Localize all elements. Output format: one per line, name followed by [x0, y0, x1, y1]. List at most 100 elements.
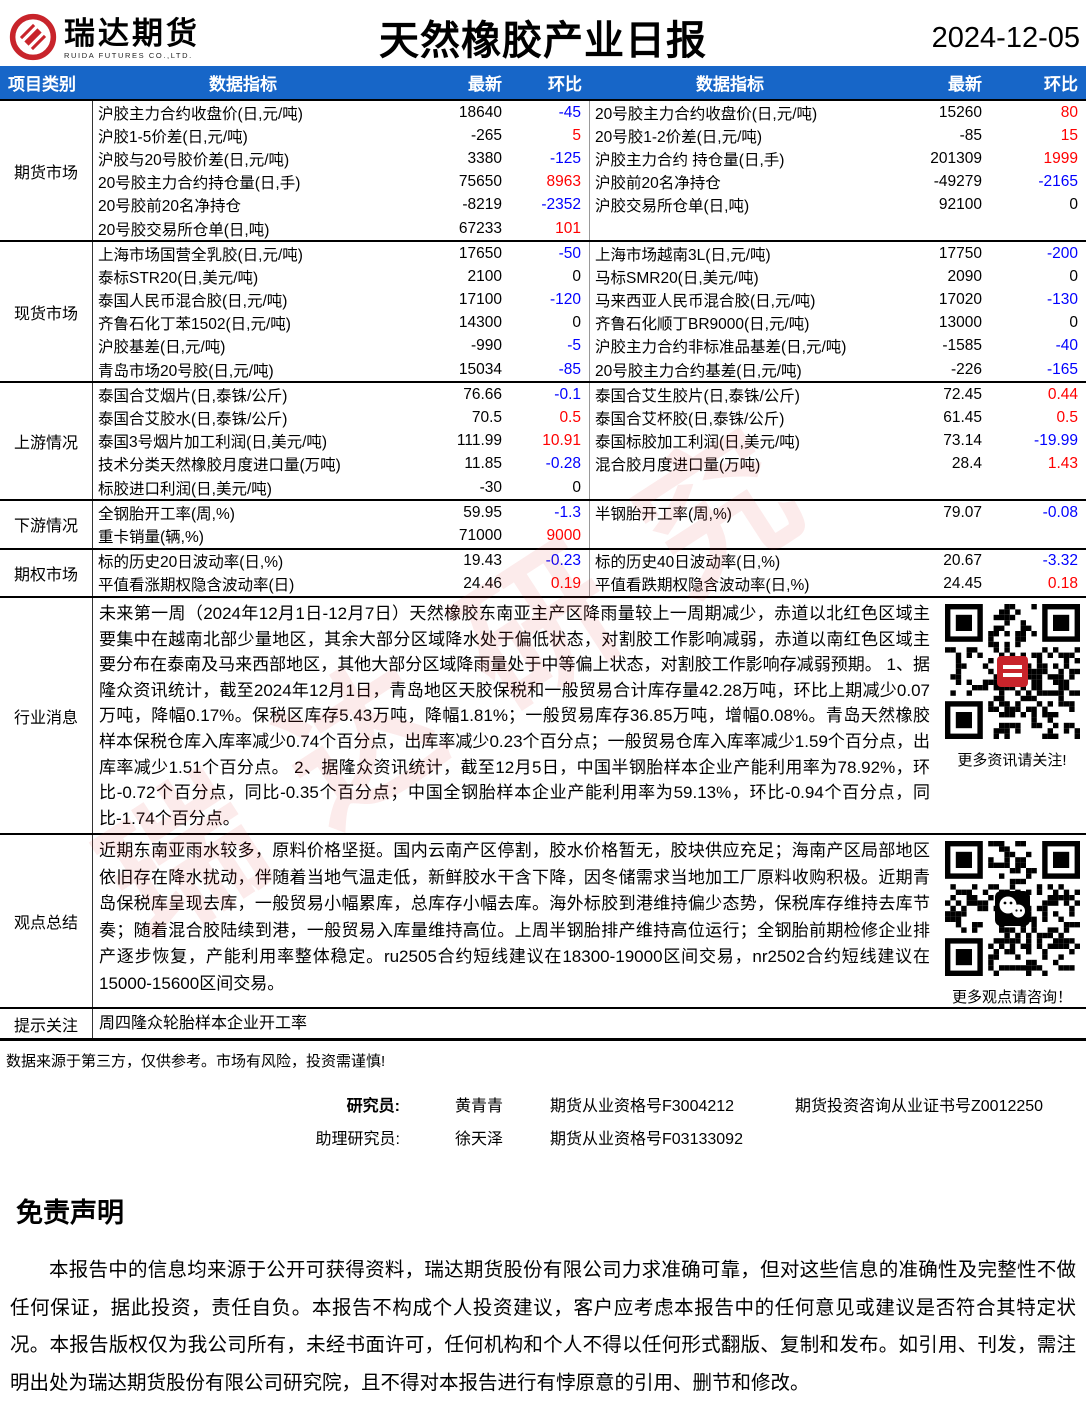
indicator-cell: 齐鲁石化丁苯1502(日,元/吨): [98, 316, 291, 334]
section-category-label: 提示关注: [0, 1009, 93, 1039]
value-cell: 2090: [947, 267, 982, 285]
header-indicator-left: 数据指标: [209, 75, 277, 94]
table-row: 全钢胎开工率(周,%) 59.95 -1.3 半钢胎开工率(周,%) 79.07 -0.0…: [93, 501, 1086, 525]
section-rows: 周四隆众轮胎样本企业开工率: [93, 1009, 1086, 1038]
value-cell: 28.4: [951, 455, 982, 473]
change-cell: 1.43: [1047, 455, 1078, 473]
value-cell: 79.07: [943, 503, 982, 521]
section-rows: 上海市场国营全乳胶(日,元/吨) 17650 -50 上海市场越南3L(日,元/吨) 1…: [93, 242, 1086, 382]
table-row: 齐鲁石化丁苯1502(日,元/吨) 14300 0 齐鲁石化顺丁BR9000(日,元/…: [93, 311, 1086, 335]
change-cell: 0: [1069, 267, 1078, 285]
table-row: 泰国合艾烟片(日,泰铢/公斤) 76.66 -0.1 泰国合艾生胶片(日,泰铢/公斤)…: [93, 383, 1086, 407]
change-cell: -0.1: [510, 383, 590, 407]
report-date: 2024-12-05: [931, 22, 1080, 54]
indicator-cell: 上海市场越南3L(日,元/吨): [595, 246, 771, 264]
change-cell: -0.28: [510, 452, 590, 476]
value-cell: 13000: [938, 314, 982, 332]
indicator-cell: 20号胶主力合约持仓量(日,手): [98, 175, 301, 193]
value-cell: 17020: [938, 291, 982, 309]
section-category-label: 期权市场: [0, 549, 93, 596]
table-row: 沪胶与20号胶价差(日,元/吨) 3380 -125 沪胶主力合约 持仓量(日,手) 2…: [93, 147, 1086, 171]
table-row: 泰国人民币混合胶(日,元/吨) 17100 -120 马来西亚人民币混合胶(日,元/吨…: [93, 288, 1086, 312]
change-cell: 8963: [510, 170, 590, 194]
indicator-cell: 泰国合艾胶水(日,泰铢/公斤): [98, 411, 288, 429]
table-section: 现货市场 上海市场国营全乳胶(日,元/吨) 17650 -50 上海市场越南3L(日,元…: [0, 240, 1086, 382]
change-cell: 10.91: [510, 429, 590, 453]
report-page: { "header": { "logo_text": "瑞达期货", "logo…: [0, 12, 1086, 1394]
table-row: 20号胶交易所仓单(日,吨) 67233 101: [93, 216, 1086, 241]
indicator-cell: 泰国合艾烟片(日,泰铢/公斤): [98, 387, 288, 405]
change-cell: 9000: [510, 524, 590, 548]
page-title: 天然橡胶产业日报: [379, 19, 707, 63]
section-rows: 全钢胎开工率(周,%) 59.95 -1.3 半钢胎开工率(周,%) 79.07 -0.0…: [93, 501, 1086, 548]
value-cell: 15260: [938, 103, 982, 121]
change-cell: 0: [510, 265, 590, 289]
assistant-name: 徐天泽: [455, 1130, 504, 1148]
indicator-cell: 泰国合艾杯胶(日,泰铢/公斤): [595, 411, 785, 429]
section-category-label: 行业消息: [0, 597, 93, 834]
indicator-cell: 沪胶主力合约非标准品基差(日,元/吨): [595, 339, 847, 357]
indicator-cell: 泰国3号烟片加工利润(日,美元/吨): [98, 434, 328, 452]
change-cell: -130: [1046, 291, 1078, 309]
change-cell: -0.23: [510, 549, 590, 573]
indicator-cell: 20号胶主力合约收盘价(日,元/吨): [595, 105, 818, 123]
indicator-cell: 泰国人民币混合胶(日,元/吨): [98, 293, 288, 311]
section-category-label: 下游情况: [0, 501, 93, 548]
change-cell: -5: [510, 334, 590, 359]
indicator-cell: 20号胶前20名净持仓: [98, 198, 241, 216]
value-cell: 67233: [458, 219, 502, 237]
indicator-cell: 标的历史40日波动率(日,%): [595, 554, 781, 572]
value-cell: -226: [950, 360, 982, 378]
value-cell: -49279: [933, 173, 982, 191]
qr-caption: 更多资讯请关注!: [957, 751, 1067, 769]
table-section: 行业消息 未来第一周（2024年12月1日-12月7日）天然橡胶东南亚主产区降雨量…: [0, 595, 1086, 834]
qr-code-icon: [944, 603, 1080, 744]
indicator-cell: 20号胶主力合约基差(日,元/吨): [595, 362, 802, 380]
indicator-cell: 半钢胎开工率(周,%): [595, 505, 732, 523]
value-cell: 61.45: [943, 409, 982, 427]
value-cell: 92100: [938, 196, 982, 214]
section-rows: 泰国合艾烟片(日,泰铢/公斤) 76.66 -0.1 泰国合艾生胶片(日,泰铢/公斤)…: [93, 383, 1086, 500]
ruida-logo-icon: [8, 12, 58, 67]
change-cell: -50: [510, 242, 590, 266]
value-cell: 72.45: [943, 385, 982, 403]
indicator-cell: 沪胶交易所仓单(日,吨): [595, 198, 750, 216]
qr-panel: 更多观点请咨询！: [938, 835, 1086, 1007]
risk-footnote: 数据来源于第三方，仅供参考。市场有风险，投资需谨慎!: [6, 1053, 386, 1071]
indicator-cell: 马来西亚人民币混合胶(日,元/吨): [595, 293, 816, 311]
change-cell: 0.44: [1047, 385, 1078, 403]
value-cell: 70.5: [471, 409, 502, 427]
logo-text: 瑞达期货: [64, 16, 200, 51]
table-section: 提示关注 周四隆众轮胎样本企业开工率: [0, 1007, 1086, 1039]
table-row: 青岛市场20号胶(日,元/吨) 15034 -85 20号胶主力合约基差(日,元/吨)…: [93, 358, 1086, 382]
table-row: 标的历史20日波动率(日,%) 19.43 -0.23 标的历史40日波动率(日,%)…: [93, 549, 1086, 573]
indicator-cell: 齐鲁石化顺丁BR9000(日,元/吨): [595, 316, 810, 334]
section-category-label: 上游情况: [0, 383, 93, 500]
indicator-cell: 20号胶交易所仓单(日,吨): [98, 221, 270, 239]
researcher-cert2: 期货投资咨询从业证书号Z0012250: [795, 1097, 1044, 1115]
value-cell: 18640: [458, 103, 502, 121]
section-rows: 沪胶主力合约收盘价(日,元/吨) 18640 -45 20号胶主力合约收盘价(日,元/…: [93, 101, 1086, 241]
table-row: 泰国3号烟片加工利润(日,美元/吨) 111.99 10.91 泰国标胶加工利润(日,…: [93, 429, 1086, 453]
change-cell: -2165: [1038, 173, 1078, 191]
indicator-cell: 标胶进口利润(日,美元/吨): [98, 480, 272, 498]
table-section: 期权市场 标的历史20日波动率(日,%) 19.43 -0.23 标的历史40日波动率(…: [0, 547, 1086, 596]
disclaimer-body: 本报告中的信息均来源于公开可获得资料，瑞达期货股份有限公司力求准确可靠，但对这些…: [10, 1259, 1076, 1394]
table-row: 平值看涨期权隐含波动率(日) 24.46 0.19 平值看跌期权隐含波动率(日,%) 2…: [93, 572, 1086, 596]
section-rows: 标的历史20日波动率(日,%) 19.43 -0.23 标的历史40日波动率(日,%)…: [93, 549, 1086, 596]
table-section: 上游情况 泰国合艾烟片(日,泰铢/公斤) 76.66 -0.1 泰国合艾生胶片(日,泰铢…: [0, 381, 1086, 500]
value-cell: 24.45: [943, 575, 982, 593]
value-cell: 2100: [467, 267, 502, 285]
assistant-researcher-row: 助理研究员: 徐天泽 期货从业资格号F03133092: [0, 1120, 1086, 1153]
change-cell: -3.32: [1042, 552, 1078, 570]
indicator-cell: 沪胶1-5价差(日,元/吨): [98, 128, 248, 146]
table-row: 沪胶1-5价差(日,元/吨) -265 5 20号胶1-2价差(日,元/吨) -85 15: [93, 124, 1086, 148]
value-cell: 71000: [458, 526, 502, 544]
change-cell: -1.3: [510, 501, 590, 525]
value-cell: 14300: [458, 314, 502, 332]
change-cell: -85: [510, 358, 590, 382]
indicator-cell: 平值看涨期权隐含波动率(日): [98, 577, 295, 595]
change-cell: 0: [510, 311, 590, 335]
table-row: 泰国合艾胶水(日,泰铢/公斤) 70.5 0.5 泰国合艾杯胶(日,泰铢/公斤) 61.…: [93, 406, 1086, 430]
header-category: 项目类别: [8, 75, 76, 94]
